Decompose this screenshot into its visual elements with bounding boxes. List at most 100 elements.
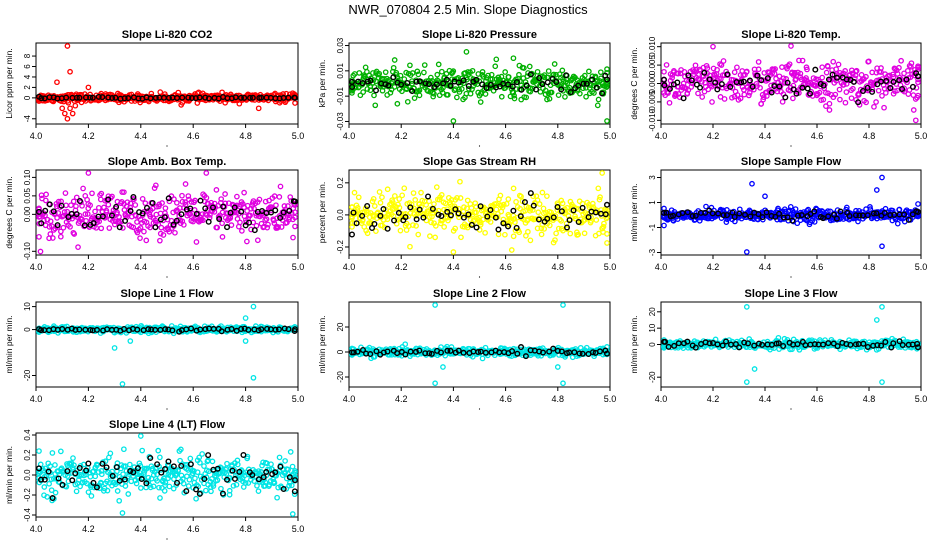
data-point xyxy=(62,190,69,196)
data-point xyxy=(391,193,398,199)
data-point xyxy=(879,379,885,385)
data-point xyxy=(502,231,508,238)
data-point xyxy=(699,78,705,85)
reference-point xyxy=(580,80,587,87)
reference-point xyxy=(367,77,374,84)
data-point xyxy=(454,195,460,201)
reference-point xyxy=(416,206,423,213)
data-point xyxy=(192,197,198,204)
reference-point xyxy=(238,208,245,215)
data-point xyxy=(816,89,823,96)
data-point xyxy=(268,204,275,210)
data-point xyxy=(684,90,691,97)
reference-point xyxy=(377,212,384,219)
x-tick-label: 4.2 xyxy=(395,131,408,141)
data-point xyxy=(492,63,499,70)
data-point xyxy=(448,197,455,203)
data-point xyxy=(734,64,740,71)
reference-point xyxy=(661,76,668,83)
data-point xyxy=(513,198,519,205)
data-point xyxy=(421,62,428,68)
data-point xyxy=(143,237,150,244)
data-point xyxy=(285,211,292,218)
data-point xyxy=(731,69,738,76)
data-point xyxy=(67,223,73,230)
data-point xyxy=(464,197,471,204)
data-point xyxy=(793,76,799,82)
data-point xyxy=(879,243,885,250)
reference-point xyxy=(563,72,570,79)
data-point xyxy=(57,228,64,235)
reference-point xyxy=(859,88,866,95)
data-point xyxy=(743,379,750,385)
y-tick-label: 0.01 xyxy=(336,63,345,79)
reference-point xyxy=(718,81,725,88)
data-point xyxy=(383,206,389,213)
data-point xyxy=(105,201,112,208)
data-point xyxy=(450,118,457,124)
data-point xyxy=(397,72,404,79)
x-tick-label: 4.0 xyxy=(343,262,356,272)
reference-point xyxy=(749,83,756,90)
data-point xyxy=(250,374,257,381)
plot-frame xyxy=(660,169,922,256)
data-point xyxy=(93,224,100,231)
reference-point xyxy=(536,74,543,81)
axis-dot xyxy=(478,276,481,278)
reference-point xyxy=(493,84,500,91)
data-point xyxy=(250,303,257,310)
reference-point xyxy=(727,83,734,90)
x-tick-label: 4.8 xyxy=(552,394,565,404)
reference-point xyxy=(714,86,721,93)
data-point xyxy=(431,201,437,207)
data-point xyxy=(477,99,484,105)
data-point xyxy=(871,103,877,110)
data-point xyxy=(351,220,358,226)
data-point xyxy=(396,204,403,211)
reference-point xyxy=(36,208,43,215)
reference-point xyxy=(113,203,120,210)
plot-frame xyxy=(348,301,611,388)
data-point xyxy=(364,230,371,237)
data-point xyxy=(575,231,582,238)
data-point xyxy=(497,192,504,199)
data-point xyxy=(203,487,209,494)
data-point xyxy=(436,196,443,203)
data-point xyxy=(482,91,489,97)
data-point xyxy=(193,495,199,502)
data-point xyxy=(850,85,856,92)
data-point xyxy=(760,96,767,103)
data-point xyxy=(433,184,440,191)
reference-point xyxy=(409,88,416,95)
y-tick-label: 0.05 xyxy=(23,188,32,204)
data-point xyxy=(600,223,607,230)
data-point xyxy=(842,99,849,106)
data-point xyxy=(147,224,153,231)
data-point xyxy=(820,96,827,103)
data-point xyxy=(255,105,262,112)
reference-point xyxy=(510,207,517,214)
x-tick-label: 4.2 xyxy=(82,262,95,272)
data-point xyxy=(819,64,826,71)
reference-point xyxy=(539,81,546,88)
data-point xyxy=(458,234,464,241)
data-point xyxy=(391,84,398,90)
data-point xyxy=(879,92,885,99)
y-tick-label: 20 xyxy=(648,307,657,316)
data-point xyxy=(203,170,210,176)
x-tick-label: 4.0 xyxy=(655,131,668,141)
data-point xyxy=(450,68,457,75)
reference-point xyxy=(121,95,128,102)
y-tick-label: 0.2 xyxy=(23,449,32,461)
data-point xyxy=(57,448,64,455)
reference-point xyxy=(484,213,491,220)
x-tick-label: 4.8 xyxy=(863,131,876,141)
reference-point xyxy=(231,204,238,211)
x-tick-label: 4.0 xyxy=(30,394,43,404)
data-point xyxy=(85,84,92,91)
data-point xyxy=(130,224,137,231)
y-tick-label: 0 xyxy=(23,95,32,100)
x-tick-label: 4.6 xyxy=(811,394,824,404)
data-point xyxy=(604,214,610,221)
x-tick-label: 4.4 xyxy=(135,262,148,272)
